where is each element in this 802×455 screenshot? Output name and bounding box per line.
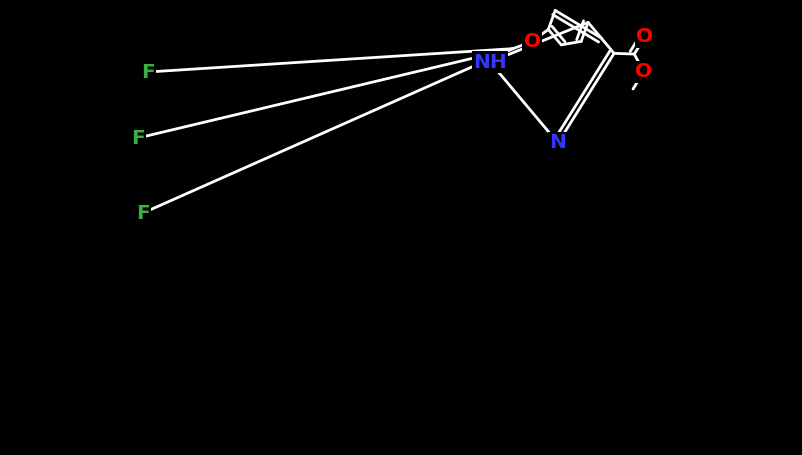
Text: O: O bbox=[634, 62, 651, 81]
Text: F: F bbox=[141, 62, 155, 81]
Text: N: N bbox=[549, 133, 565, 152]
Text: NH: NH bbox=[472, 52, 506, 71]
Text: O: O bbox=[636, 27, 653, 46]
Text: O: O bbox=[523, 32, 540, 51]
Text: F: F bbox=[131, 128, 144, 147]
Text: F: F bbox=[136, 203, 150, 222]
